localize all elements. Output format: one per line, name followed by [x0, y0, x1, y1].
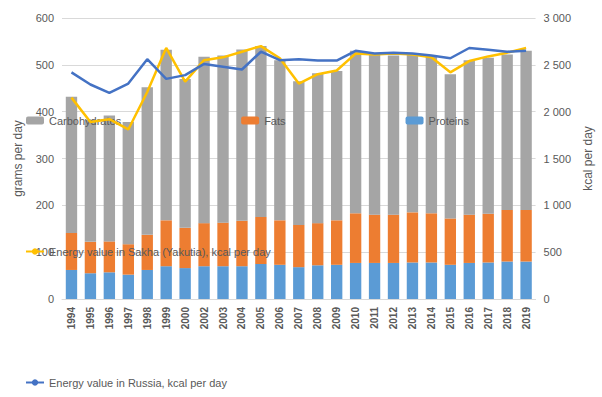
- svg-text:1 500: 1 500: [544, 153, 572, 165]
- svg-text:2014: 2014: [426, 307, 437, 330]
- svg-text:2016: 2016: [464, 307, 475, 330]
- svg-text:1998: 1998: [142, 307, 153, 330]
- svg-text:2012: 2012: [388, 307, 399, 330]
- svg-text:1995: 1995: [85, 307, 96, 330]
- svg-text:grams per day: grams per day: [11, 120, 25, 197]
- svg-text:2003: 2003: [218, 307, 229, 330]
- svg-text:1 000: 1 000: [544, 199, 572, 211]
- svg-text:2015: 2015: [445, 307, 456, 330]
- svg-text:1999: 1999: [161, 307, 172, 330]
- svg-text:2010: 2010: [350, 307, 361, 330]
- svg-text:2006: 2006: [274, 307, 285, 330]
- svg-text:200: 200: [36, 199, 54, 211]
- svg-text:500: 500: [544, 246, 562, 258]
- svg-text:2013: 2013: [407, 307, 418, 330]
- svg-text:Proteins: Proteins: [429, 115, 470, 127]
- svg-text:400: 400: [35, 105, 54, 118]
- svg-text:0: 0: [48, 293, 54, 305]
- svg-text:2000: 2000: [180, 307, 191, 330]
- svg-text:kcal per day: kcal per day: [581, 126, 595, 191]
- svg-text:2017: 2017: [483, 307, 494, 330]
- svg-text:2011: 2011: [369, 307, 380, 329]
- svg-text:2018: 2018: [502, 307, 513, 330]
- svg-text:2009: 2009: [331, 307, 342, 330]
- svg-text:Carbohydrates: Carbohydrates: [49, 114, 122, 127]
- svg-text:2007: 2007: [293, 307, 304, 330]
- svg-text:3 000: 3 000: [544, 12, 572, 24]
- svg-text:1997: 1997: [123, 307, 134, 330]
- svg-text:600: 600: [36, 12, 54, 24]
- svg-text:1994: 1994: [66, 307, 77, 330]
- svg-text:2002: 2002: [199, 307, 210, 330]
- svg-text:2004: 2004: [236, 307, 247, 330]
- svg-text:2 000: 2 000: [544, 106, 572, 118]
- svg-text:1996: 1996: [104, 307, 115, 330]
- svg-text:Fats: Fats: [264, 115, 286, 127]
- svg-text:2 500: 2 500: [544, 59, 572, 71]
- svg-text:0: 0: [544, 293, 550, 305]
- svg-text:Energy value in Sakha (Yakutia: Energy value in Sakha (Yakutia), kcal pe…: [49, 246, 271, 258]
- svg-text:500: 500: [36, 59, 54, 71]
- svg-text:300: 300: [36, 153, 54, 165]
- svg-text:2019: 2019: [521, 307, 532, 330]
- svg-text:2005: 2005: [255, 307, 266, 330]
- svg-text:2008: 2008: [312, 307, 323, 330]
- svg-text:Energy value in Russia, kcal p: Energy value in Russia, kcal per day: [49, 377, 227, 389]
